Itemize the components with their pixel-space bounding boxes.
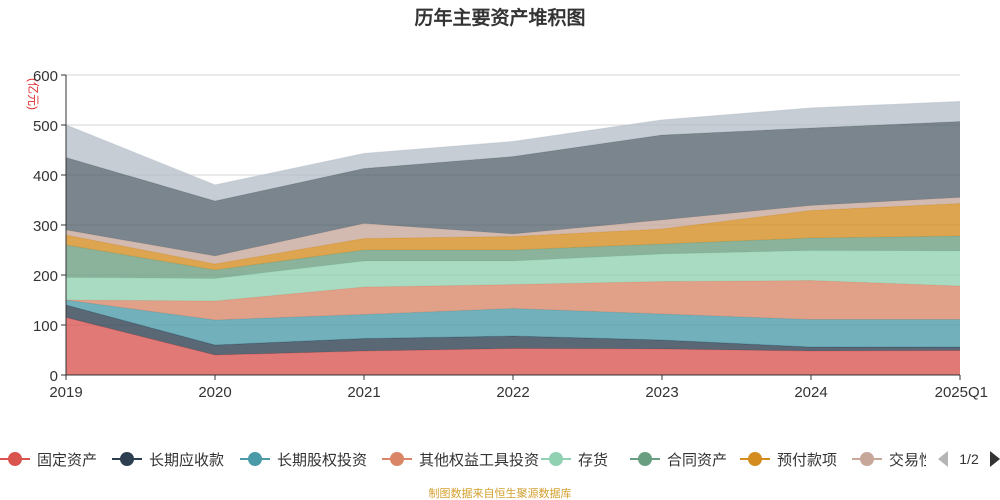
x-tick-label: 2024 <box>794 384 827 401</box>
legend-label: 存货 <box>578 452 608 469</box>
legend-marker <box>638 452 652 466</box>
area-series-2 <box>66 300 960 347</box>
area-series-4 <box>66 250 960 301</box>
legend-item-1[interactable]: 长期应收款 <box>112 451 224 469</box>
area-series-7 <box>66 197 960 264</box>
area-series-9 <box>66 101 960 201</box>
legend-page-indicator: 1/2 <box>959 451 979 467</box>
legend-label: 合同资产 <box>667 452 727 469</box>
legend-marker <box>120 452 134 466</box>
legend-label: 长期应收款 <box>149 451 224 469</box>
area-series-3 <box>66 280 960 320</box>
area-series-0 <box>66 317 960 375</box>
legend-label: 其他权益工具投资 <box>419 452 539 469</box>
legend-item-7[interactable]: 交易性金融资产 <box>852 451 994 469</box>
legend-item-0[interactable]: 固定资产 <box>0 452 97 469</box>
area-series-group <box>65 101 961 375</box>
x-tick-label: 2023 <box>645 384 678 401</box>
legend-marker <box>549 452 563 466</box>
x-tick-label: 2022 <box>496 384 529 401</box>
legend-marker <box>248 452 262 466</box>
y-tick-label: 200 <box>33 268 58 285</box>
y-tick-label: 600 <box>33 68 58 85</box>
legend-pager: 1/2 <box>938 451 1000 467</box>
area-series-5 <box>66 236 960 279</box>
legend-item-3[interactable]: 其他权益工具投资 <box>382 452 539 469</box>
area-series-edge-9 <box>65 101 961 186</box>
legend-item-5[interactable]: 合同资产 <box>630 452 727 469</box>
y-tick-label: 100 <box>33 318 58 335</box>
legend-item-4[interactable]: 存货 <box>541 452 608 469</box>
legend-marker <box>8 452 22 466</box>
x-tick-label: 2025Q1 <box>935 384 988 401</box>
legend-label: 固定资产 <box>37 452 97 469</box>
legend-marker <box>748 452 762 466</box>
legend-label: 交易性金融资产 <box>889 451 994 469</box>
x-tick-label: 2019 <box>49 384 82 401</box>
y-tick-label: 400 <box>33 168 58 185</box>
y-tick-label: 500 <box>33 118 58 135</box>
legend-marker <box>390 452 404 466</box>
chart-title: 历年主要资产堆积图 <box>414 6 585 29</box>
legend-marker <box>860 452 874 466</box>
legend-item-6[interactable]: 预付款项 <box>740 452 837 469</box>
area-series-1 <box>66 305 960 355</box>
legend-label: 预付款项 <box>777 452 837 469</box>
legend-item-2[interactable]: 长期股权投资 <box>240 452 367 469</box>
x-tick-label: 2021 <box>347 384 380 401</box>
legend: 固定资产 长期应收款 长期股权投资 其他权益工具投资 存货 合同资产 预付款项 交易性金融资产 <box>0 451 994 469</box>
y-axis-unit-label: (亿元) <box>26 78 41 110</box>
x-tick-label: 2020 <box>198 384 231 401</box>
triangle-left-icon[interactable] <box>938 451 948 467</box>
area-series-8 <box>66 121 960 256</box>
y-tick-label: 0 <box>50 368 58 385</box>
axes: 0 100 200 300 400 500 600 2019 2020 2021 2022 2023 2… <box>33 68 988 401</box>
y-tick-label: 300 <box>33 218 58 235</box>
legend-label: 长期股权投资 <box>277 452 367 469</box>
triangle-right-icon[interactable] <box>990 451 1000 467</box>
source-note: 制图数据来自恒生聚源数据库 <box>429 486 572 500</box>
